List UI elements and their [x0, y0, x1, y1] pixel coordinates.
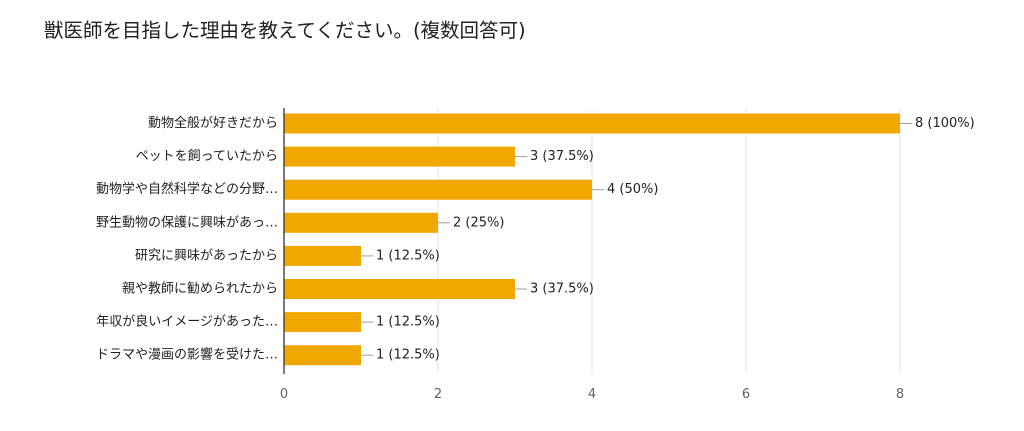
bar	[284, 345, 361, 366]
category-label: ドラマや漫画の影響を受けた…	[96, 347, 278, 363]
bar	[284, 279, 515, 299]
category-label: ペットを飼っていたから	[136, 149, 278, 164]
category-label: 動物全般が好きだから	[148, 115, 278, 131]
x-tick-labels: 0 2 4 6 8	[280, 387, 904, 402]
bar	[284, 179, 592, 200]
bar	[284, 212, 438, 233]
category-label: 動物学や自然科学などの分野…	[96, 181, 278, 197]
data-labels: 8 (100%) 3 (37.5%) 4 (50%) 2 (25%) 1 (12.5%)…	[361, 116, 975, 363]
category-label: 野生動物の保護に興味があっ…	[96, 214, 278, 230]
data-label: 8 (100%)	[915, 116, 975, 131]
data-label: 3 (37.5%)	[530, 149, 594, 164]
category-label: 親や教師に勧められたから	[122, 281, 278, 297]
category-label: 研究に興味があったから	[135, 248, 278, 263]
bar	[284, 245, 361, 266]
x-tick-label: 2	[434, 387, 442, 402]
data-label: 3 (37.5%)	[530, 282, 594, 297]
data-label: 1 (12.5%)	[376, 248, 440, 263]
bar	[284, 312, 361, 333]
x-tick-label: 0	[280, 387, 288, 402]
category-label: 年収が良いイメージがあった…	[96, 314, 278, 330]
chart-title: 獣医師を目指した理由を教えてください。(複数回答可)	[44, 19, 526, 42]
x-tick-label: 8	[896, 387, 904, 402]
data-label: 1 (12.5%)	[376, 348, 440, 363]
x-tick-label: 6	[742, 387, 750, 402]
x-tick-label: 4	[588, 387, 596, 402]
bars-group	[284, 113, 900, 366]
bar	[284, 146, 515, 167]
data-label: 4 (50%)	[607, 182, 658, 197]
data-label: 2 (25%)	[453, 215, 504, 230]
data-label: 1 (12.5%)	[376, 315, 440, 330]
bar	[284, 113, 900, 134]
